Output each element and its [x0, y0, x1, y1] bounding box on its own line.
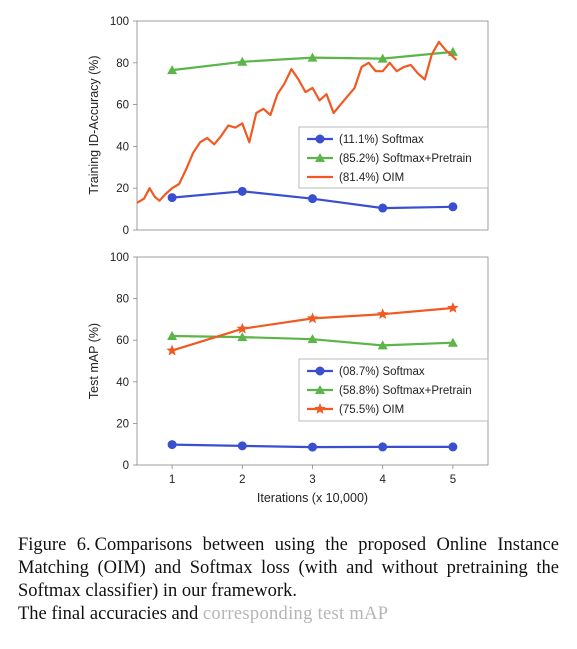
x-tick-label: 4 — [379, 474, 386, 486]
data-point — [448, 202, 458, 212]
data-point — [308, 442, 317, 452]
data-point — [167, 331, 178, 341]
data-point — [308, 194, 317, 204]
data-point — [378, 442, 388, 452]
legend: (08.7%) Softmax (58.8%) Softmax+Pretrain (… — [298, 358, 489, 422]
caption-tail: The final accuracies and corresponding t… — [18, 603, 388, 626]
caption-label: Figure 6. — [18, 535, 91, 555]
data-point — [237, 56, 248, 66]
legend: (11.1%) Softmax (85.2%) Softmax+Pretrain (… — [298, 126, 489, 189]
data-point — [237, 186, 247, 196]
y-tick-label: 20 — [116, 418, 129, 430]
x-tick-label: 5 — [450, 474, 456, 486]
y-tick-label: 0 — [123, 225, 129, 237]
series-1-3 — [136, 40, 458, 204]
data-point — [237, 332, 248, 342]
data-point — [447, 337, 458, 347]
legend-entry: (85.2%) Softmax+Pretrain — [339, 153, 472, 165]
caption-tail-faded: corresponding test mAP — [202, 604, 389, 624]
y-tick-label: 40 — [116, 377, 129, 389]
series-2-3 — [166, 301, 459, 356]
data-point — [378, 203, 388, 213]
y-tick-label: 80 — [116, 58, 129, 70]
data-point — [307, 334, 318, 344]
series-2-1 — [167, 440, 458, 452]
data-point — [166, 344, 178, 356]
y-tick-label: 100 — [110, 16, 129, 28]
data-point — [377, 340, 388, 350]
caption-tail-visible: The final accuracies and — [18, 604, 199, 624]
x-tick-label: 1 — [169, 474, 175, 486]
data-point — [167, 440, 177, 450]
data-point — [167, 193, 177, 203]
data-point — [448, 442, 458, 452]
y-tick-label: 60 — [116, 335, 129, 347]
series-2-2 — [167, 331, 458, 350]
y-tick-label: 60 — [116, 100, 129, 112]
y-axis-label: Training ID-Accuracy (%) — [87, 55, 101, 194]
data-point — [236, 322, 249, 334]
legend-marker — [315, 153, 325, 162]
y-tick-label: 20 — [116, 183, 129, 195]
x-tick-label: 2 — [239, 474, 245, 486]
data-point — [307, 52, 318, 62]
data-point — [306, 312, 319, 324]
legend-entry: (08.7%) Softmax — [339, 366, 425, 378]
data-point — [376, 308, 389, 320]
x-axis-label: Iterations (x 10,000) — [257, 491, 368, 505]
test-map-chart: 0 20 40 60 80 100 Test mAP (%) 1 2 3 4 5 Iterations … — [87, 252, 489, 505]
y-tick-label: 100 — [110, 252, 129, 264]
legend-entry: (81.4%) OIM — [339, 172, 404, 184]
data-point — [377, 53, 388, 63]
y-axis-label: Test mAP (%) — [87, 323, 101, 399]
series-line — [136, 40, 458, 204]
training-accuracy-chart: 0 20 40 60 80 100 Training ID-Accuracy (%) (11.… — [87, 16, 489, 237]
series-1-1 — [167, 186, 458, 213]
figure-caption: Figure 6. Comparisons between using the p… — [18, 534, 559, 603]
legend-marker — [315, 385, 325, 394]
y-tick-label: 80 — [116, 294, 129, 306]
legend-entry: (75.5%) OIM — [339, 404, 404, 416]
legend-marker — [315, 366, 325, 376]
data-point — [167, 65, 178, 75]
plot-frame — [136, 20, 489, 231]
x-tick-label: 3 — [309, 474, 315, 486]
legend-marker — [314, 403, 326, 414]
y-tick-label: 0 — [123, 460, 129, 472]
data-point — [237, 441, 247, 451]
caption-text: Comparisons between using the proposed O… — [18, 535, 559, 601]
legend-entry: (11.1%) Softmax — [339, 134, 424, 146]
data-point — [447, 301, 459, 313]
legend-marker — [315, 134, 325, 144]
legend-entry: (58.8%) Softmax+Pretrain — [339, 385, 472, 397]
y-tick-label: 40 — [116, 141, 129, 153]
